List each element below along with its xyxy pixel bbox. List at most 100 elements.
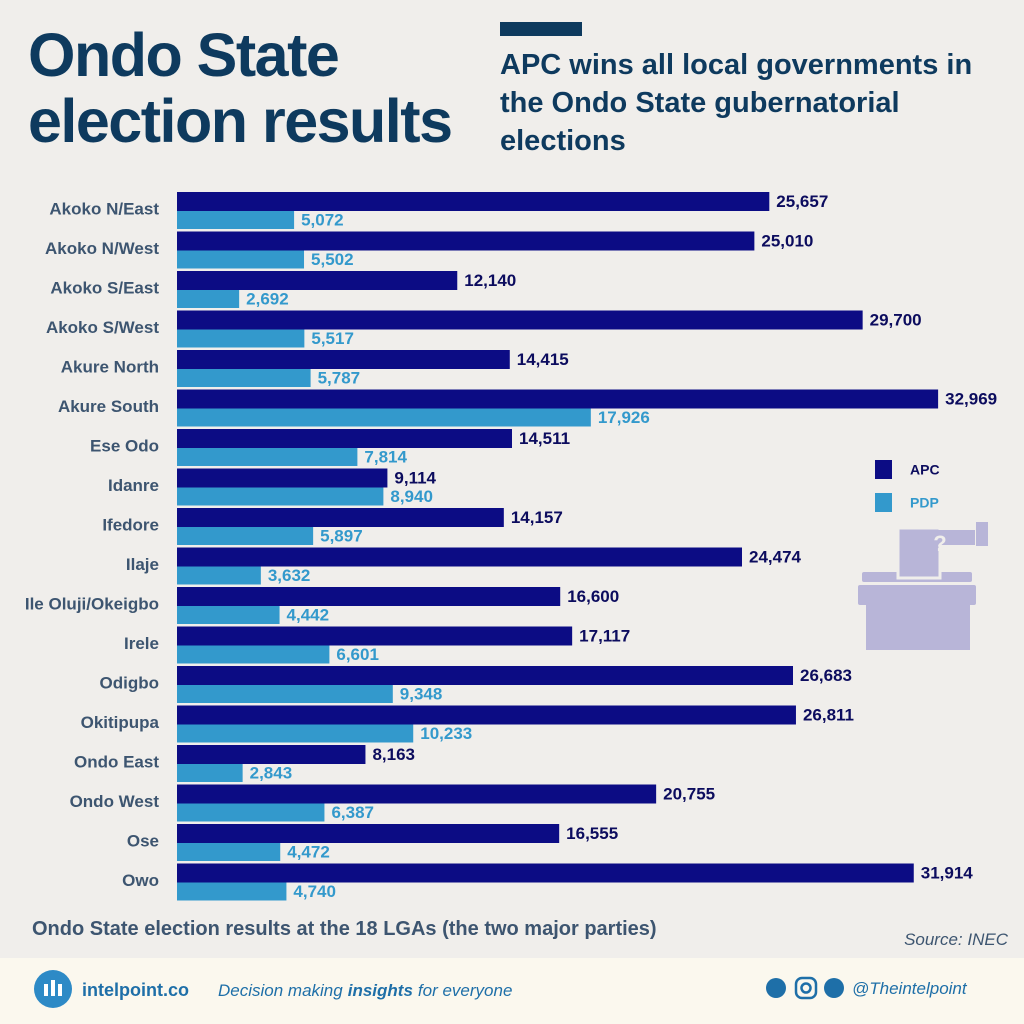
value-label: 10,233 xyxy=(420,724,472,743)
footer: intelpoint.co Decision making insights for… xyxy=(0,958,1024,1024)
bar xyxy=(177,487,384,506)
bar xyxy=(177,745,366,764)
value-label: 5,502 xyxy=(311,250,354,269)
value-label: 6,387 xyxy=(331,803,374,822)
bar xyxy=(177,724,414,743)
value-label: 17,117 xyxy=(579,626,630,645)
value-label: 5,072 xyxy=(301,210,344,229)
y-tick-label: Okitipupa xyxy=(81,713,160,732)
bar xyxy=(177,527,314,545)
bar xyxy=(177,626,573,646)
bar xyxy=(177,231,755,251)
caption: Ondo State election results at the 18 LG… xyxy=(32,918,657,940)
bar xyxy=(177,606,280,624)
bar xyxy=(177,250,305,269)
bar xyxy=(177,784,657,804)
value-label: 17,926 xyxy=(598,408,650,427)
y-tick-label: Ile Oluji/Okeigbo xyxy=(25,594,159,613)
y-tick-label: Ondo West xyxy=(70,792,160,811)
bar xyxy=(177,369,311,387)
bar xyxy=(177,290,240,308)
tagline-emphasis: insights xyxy=(347,981,413,1000)
value-label: 25,657 xyxy=(776,192,828,211)
y-tick-label: Akure South xyxy=(58,397,159,416)
handle[interactable]: @Theintelpoint xyxy=(852,979,967,998)
bar xyxy=(177,408,591,427)
source: Source: INEC xyxy=(904,930,1008,949)
accent-bar xyxy=(500,22,582,36)
bar xyxy=(177,666,793,685)
value-label: 5,517 xyxy=(311,329,354,348)
value-label: 31,914 xyxy=(921,863,974,882)
bar xyxy=(177,685,393,703)
value-label: 3,632 xyxy=(268,566,311,585)
y-tick-label: Irele xyxy=(124,634,159,653)
y-tick-label: Odigbo xyxy=(100,673,159,692)
value-label: 16,600 xyxy=(567,587,619,606)
bar xyxy=(177,824,560,843)
y-tick-label: Ilaje xyxy=(126,555,159,574)
value-label: 16,555 xyxy=(566,824,618,843)
value-label: 9,348 xyxy=(400,684,443,703)
value-label: 25,010 xyxy=(761,231,813,250)
bar xyxy=(177,587,561,606)
bar xyxy=(177,192,770,211)
value-label: 24,474 xyxy=(749,547,802,566)
legend-swatch xyxy=(875,493,892,512)
y-tick-label: Ifedore xyxy=(102,515,159,534)
bar xyxy=(177,645,330,664)
bar xyxy=(177,329,305,348)
y-tick-label: Akoko S/East xyxy=(50,278,159,297)
bar xyxy=(177,468,388,488)
bar xyxy=(177,389,939,409)
bar xyxy=(177,882,287,901)
bar xyxy=(177,271,458,290)
tagline-text: Decision making xyxy=(218,981,343,1000)
y-tick-label: Akoko N/East xyxy=(49,199,159,218)
ballot-box-icon: ? xyxy=(858,522,988,650)
value-label: 8,163 xyxy=(372,745,415,764)
legend-label: PDP xyxy=(910,495,939,511)
y-tick-label: Owo xyxy=(122,871,159,890)
y-tick-label: Akoko S/West xyxy=(46,318,159,337)
value-label: 14,415 xyxy=(517,350,569,369)
y-tick-label: Akoko N/West xyxy=(45,239,159,258)
value-label: 9,114 xyxy=(394,468,436,487)
bar xyxy=(177,764,243,782)
y-tick-label: Akure North xyxy=(61,357,159,376)
tagline-text: for everyone xyxy=(417,981,513,1000)
value-label: 2,843 xyxy=(250,763,293,782)
value-label: 5,897 xyxy=(320,526,363,545)
bar xyxy=(177,705,796,725)
legend-swatch xyxy=(875,460,892,479)
value-label: 2,692 xyxy=(246,289,289,308)
value-label: 32,969 xyxy=(945,389,997,408)
value-label: 14,511 xyxy=(519,429,570,448)
bar xyxy=(177,566,261,585)
tagline: Decision making insights for everyone xyxy=(218,981,517,1001)
value-label: 12,140 xyxy=(464,271,516,290)
value-label: 26,811 xyxy=(803,705,854,724)
y-tick-label: Ondo East xyxy=(74,752,159,771)
chart: ? Akoko N/East 25,657 5,072 Akoko N/West 25,… xyxy=(25,192,997,901)
value-label: 20,755 xyxy=(663,784,715,803)
brand[interactable]: intelpoint.co xyxy=(82,980,189,1000)
bar xyxy=(177,429,512,448)
y-tick-label: Ese Odo xyxy=(90,436,159,455)
value-label: 7,814 xyxy=(364,447,407,466)
y-tick-label: Idanre xyxy=(108,476,159,495)
value-label: 6,601 xyxy=(336,645,379,664)
bar xyxy=(177,547,742,567)
bar xyxy=(177,350,510,369)
bar xyxy=(177,508,504,527)
y-tick-label: Ose xyxy=(127,831,159,850)
svg-text:?: ? xyxy=(933,531,946,556)
bar xyxy=(177,863,914,883)
value-label: 4,442 xyxy=(287,605,330,624)
title: Ondo State election results xyxy=(28,21,453,155)
bar xyxy=(177,310,863,330)
value-label: 26,683 xyxy=(800,666,852,685)
value-label: 5,787 xyxy=(318,368,361,387)
bar xyxy=(177,448,358,466)
value-label: 4,472 xyxy=(287,842,330,861)
